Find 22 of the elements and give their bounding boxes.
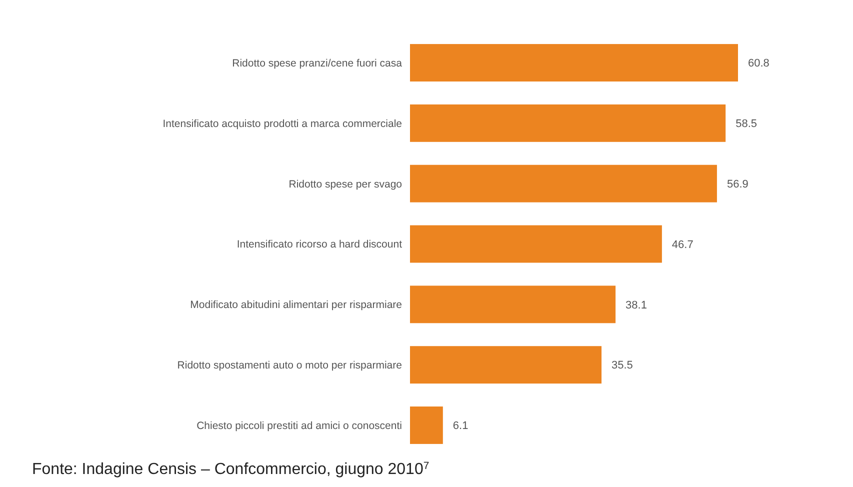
bar <box>410 104 726 142</box>
data-label: 60.8 <box>748 58 770 70</box>
y-tick-label: Intensificato ricorso a hard discount <box>236 238 402 251</box>
y-tick-label: Intensificato acquisto prodotti a marca commerciale <box>162 118 402 130</box>
data-label: 6.1 <box>452 420 468 432</box>
bar <box>410 44 738 82</box>
bar <box>410 225 662 263</box>
bar <box>410 164 717 202</box>
source-note: Fonte: Indagine Censis – Confcommercio, giugno 2010$^{7}$ <box>32 460 430 478</box>
y-tick-label: Ridotto spese pranzi/cene fuori casa <box>232 57 402 70</box>
y-tick-label: Ridotto spese per svago <box>288 178 402 190</box>
bar <box>410 406 443 444</box>
data-label: 38.1 <box>626 299 647 312</box>
y-tick-label: Ridotto spostamenti auto o moto per risparmiare <box>177 359 402 372</box>
y-tick-label: Chiesto piccoli prestiti ad amici o conoscenti <box>196 420 402 432</box>
data-label: 56.9 <box>726 178 748 190</box>
y-tick-label: Modificato abitudini alimentari per risparmiare <box>190 299 402 312</box>
bar <box>410 286 616 324</box>
data-label: 46.7 <box>672 238 694 251</box>
bar <box>410 346 602 384</box>
data-label: 58.5 <box>736 118 758 130</box>
data-label: 35.5 <box>612 360 633 372</box>
